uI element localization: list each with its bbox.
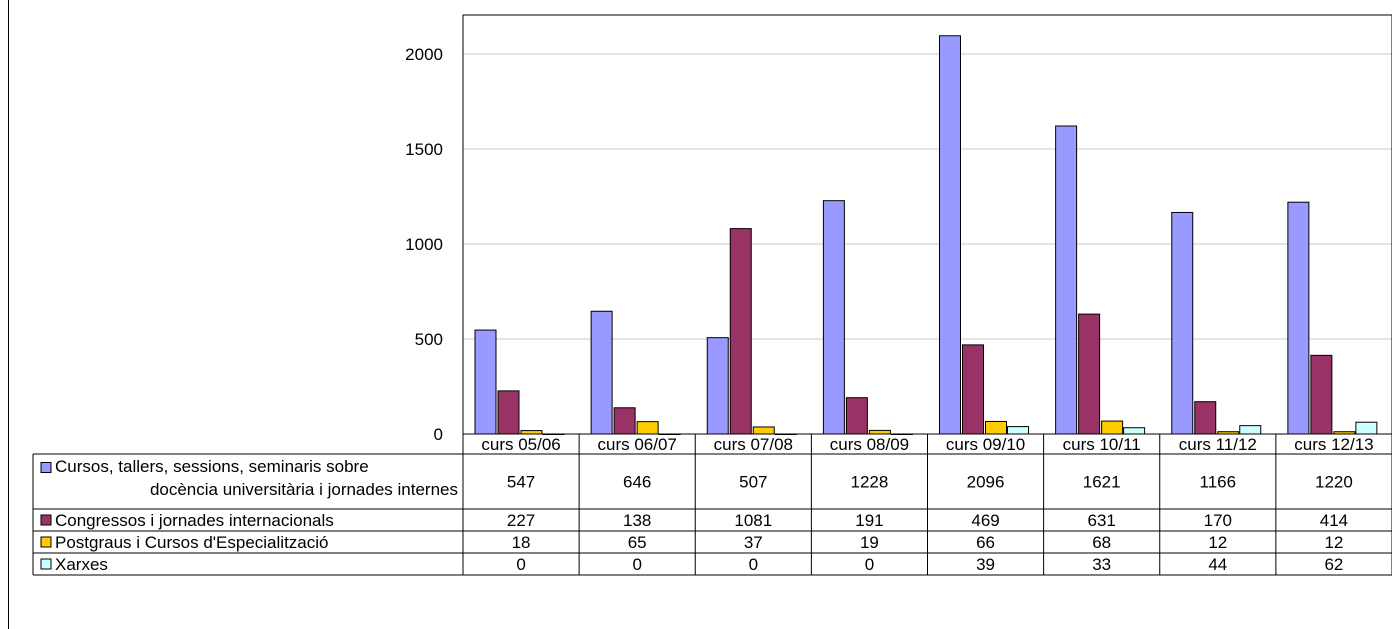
bar-1-2: [729, 228, 752, 435]
bar-0-5: [1055, 125, 1078, 435]
bar-0-1: [590, 310, 613, 435]
y-tick-label: 0: [434, 425, 443, 444]
bar-1-4: [962, 344, 984, 435]
data-label: 33: [1092, 555, 1111, 574]
data-label: 414: [1320, 511, 1348, 530]
data-label: 1081: [734, 511, 772, 530]
data-label: 1166: [1200, 473, 1237, 492]
data-label: 170: [1204, 511, 1232, 530]
data-label: 138: [623, 511, 651, 530]
legend-key-3: [40, 558, 52, 570]
data-label: 12: [1208, 533, 1227, 552]
bar-3-4: [1007, 426, 1029, 435]
data-label: 68: [1092, 533, 1111, 552]
data-label: 66: [976, 533, 995, 552]
data-label: 39: [976, 555, 995, 574]
data-label: 1228: [851, 473, 889, 492]
data-label: 646: [623, 473, 651, 492]
bar-2-1: [636, 421, 659, 435]
bar-0-2: [706, 337, 729, 435]
bar-2-4: [985, 420, 1007, 435]
bar-2-0: [520, 430, 543, 435]
bar-1-1: [613, 407, 636, 435]
left-border: [8, 0, 9, 629]
bar-1-6: [1194, 401, 1217, 435]
y-tick-label: 1500: [405, 140, 443, 159]
data-label: 37: [744, 533, 763, 552]
data-label: 631: [1088, 511, 1116, 530]
bar-3-5: [1123, 427, 1146, 435]
bar-2-5: [1101, 420, 1124, 435]
series-label: Xarxes: [55, 555, 108, 574]
bar-0-7: [1287, 201, 1310, 435]
series-label: Congressos i jornades internacionals: [55, 511, 334, 530]
data-label: 0: [865, 555, 874, 574]
bar-2-3: [868, 429, 891, 435]
bar-3-7: [1355, 421, 1378, 435]
category-label: curs 10/11: [1063, 435, 1141, 454]
bar-2-2: [752, 426, 775, 435]
bar-1-3: [845, 397, 868, 435]
data-label: 191: [855, 511, 883, 530]
data-label: 507: [739, 473, 767, 492]
bar-0-3: [822, 200, 845, 435]
data-label: 65: [628, 533, 647, 552]
legend-key-0: [40, 462, 52, 473]
bar-3-6: [1239, 425, 1262, 435]
data-label: 12: [1324, 533, 1343, 552]
y-tick-label: 1000: [405, 235, 443, 254]
series-label: docència universitària i jornades intern…: [150, 480, 458, 499]
category-label: curs 07/08: [714, 435, 793, 454]
bar-1-7: [1310, 354, 1333, 435]
data-label: 44: [1208, 555, 1227, 574]
data-label: 62: [1324, 555, 1343, 574]
data-label: 19: [860, 533, 879, 552]
category-label: curs 12/13: [1294, 435, 1373, 454]
category-label: curs 11/12: [1179, 435, 1257, 454]
data-label: 0: [749, 555, 758, 574]
legend-key-1: [40, 514, 52, 526]
data-label: 547: [507, 473, 535, 492]
category-label: curs 06/07: [597, 435, 676, 454]
data-label: 1621: [1083, 473, 1121, 492]
bar-0-0: [474, 329, 497, 435]
series-label: Cursos, tallers, sessions, seminaris sob…: [55, 457, 369, 476]
bar-0-4: [939, 35, 961, 435]
data-label: 18: [512, 533, 531, 552]
data-label: 0: [516, 555, 525, 574]
legend-key-2: [40, 536, 52, 548]
data-label: 1220: [1315, 473, 1353, 492]
data-label: 2096: [967, 473, 1005, 492]
data-label: 0: [632, 555, 641, 574]
bar-1-5: [1078, 313, 1101, 435]
category-label: curs 08/09: [830, 435, 909, 454]
bar-1-0: [497, 390, 520, 435]
y-tick-label: 2000: [405, 45, 443, 64]
bar-0-6: [1171, 211, 1194, 435]
data-label: 469: [971, 511, 999, 530]
category-label: curs 05/06: [481, 435, 560, 454]
y-tick-label: 500: [415, 330, 443, 349]
plot-border: [462, 14, 1392, 434]
data-label: 227: [507, 511, 535, 530]
category-label: curs 09/10: [946, 435, 1025, 454]
series-label: Postgraus i Cursos d'Especialització: [55, 533, 328, 552]
